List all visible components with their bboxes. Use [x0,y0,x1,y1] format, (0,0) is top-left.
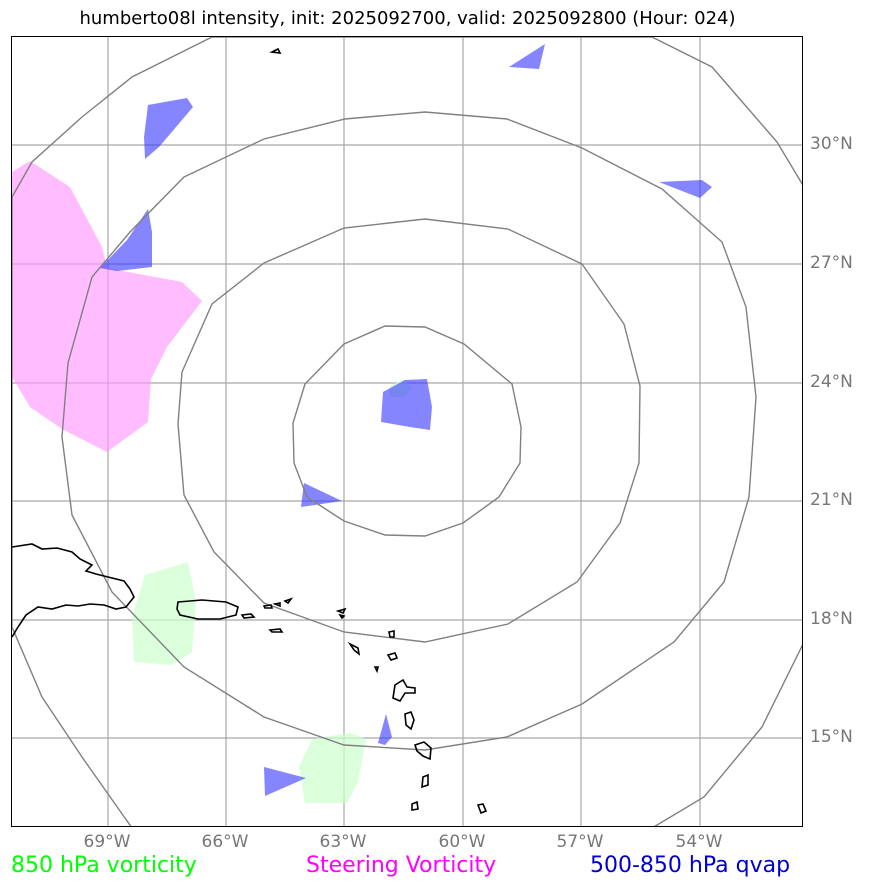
qvap-area [301,483,342,507]
lat-label-15n: 15°N [810,727,853,747]
steering-vorticity-fill [12,161,202,452]
lat-label-21n: 21°N [810,490,853,510]
coastline-island [240,613,256,619]
lon-label-66w: 66°W [201,832,249,852]
legend-850-vorticity: 850 hPa vorticity [11,853,197,878]
lon-label-63w: 63°W [319,832,367,852]
lat-label-24n: 24°N [810,372,853,392]
range-ring [292,325,522,537]
qvap-fill [100,44,712,796]
qvap-area [264,767,306,796]
qvap-area [659,180,712,198]
legend-steering-vorticity: Steering Vorticity [306,853,497,878]
coastline-island [388,630,395,638]
coastline-barbados [476,803,488,815]
coastline-island [268,628,284,633]
coastline-island [283,597,294,605]
map-title: humberto08l intensity, init: 2025092700,… [79,8,736,29]
coastline-island [373,666,380,674]
range-ring [177,218,641,643]
map-panel [11,36,803,827]
coastline-st-lucia [421,773,429,789]
steering-vorticity-area [12,161,202,452]
legend-qvap: 500-850 hPa qvap [590,853,791,878]
range-rings [12,37,802,826]
coastline-puerto-rico [176,599,239,620]
coastline-dominica [404,710,415,731]
qvap-area [381,379,432,430]
map-canvas [12,37,802,826]
vorticity-850-fill [132,379,412,803]
qvap-area [144,98,193,159]
coastline-island [386,652,399,661]
lat-label-27n: 27°N [810,253,853,273]
coastline-martinique [413,741,432,761]
coastline-island [262,604,274,609]
coastline-guadeloupe [392,678,416,703]
qvap-area [509,44,545,69]
coastline-island [272,602,281,608]
vorticity-850-area [299,733,366,803]
range-ring [12,37,802,826]
coastline-island [347,641,361,656]
coastline-island [269,47,282,54]
lon-label-69w: 69°W [83,832,131,852]
coastline-hispaniola [12,543,135,638]
lon-label-54w: 54°W [675,832,723,852]
qvap-area [100,209,152,271]
range-ring [61,111,757,751]
coastlines [12,47,488,815]
lat-label-30n: 30°N [810,134,853,154]
lon-label-57w: 57°W [556,832,604,852]
coastline-island [335,607,347,615]
coastline-island [338,613,346,620]
qvap-area [378,714,392,745]
vorticity-850-area [132,562,196,665]
lat-label-18n: 18°N [810,609,853,629]
lon-label-60w: 60°W [438,832,486,852]
coastline-st-vincent [411,800,419,811]
